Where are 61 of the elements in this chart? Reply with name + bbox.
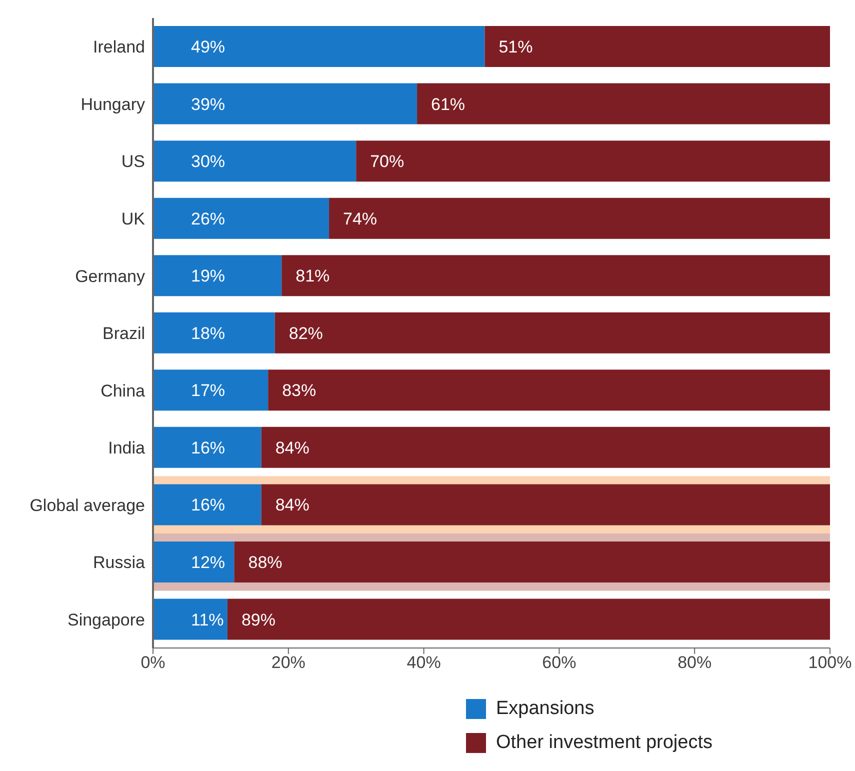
data-label: 18% xyxy=(191,324,226,343)
y-tick-label: Global average xyxy=(30,496,145,515)
data-label: 12% xyxy=(191,553,226,572)
data-label: 89% xyxy=(241,610,276,630)
bar xyxy=(282,255,830,296)
y-tick-label: UK xyxy=(121,209,146,228)
data-label: 74% xyxy=(343,209,378,228)
data-label: 84% xyxy=(275,438,310,458)
data-label: 82% xyxy=(288,324,323,343)
y-tick-label: China xyxy=(100,381,146,400)
bar xyxy=(153,598,228,640)
data-label: 70% xyxy=(370,152,404,172)
data-label: 11% xyxy=(191,610,224,630)
bar xyxy=(153,140,356,182)
y-tick-label: Germany xyxy=(75,266,146,286)
x-tick-label: 20% xyxy=(271,653,306,672)
data-label: 30% xyxy=(191,152,226,172)
data-label: 16% xyxy=(191,496,226,515)
bar xyxy=(153,83,418,124)
x-tick-label: 40% xyxy=(406,653,441,672)
bar xyxy=(153,370,268,411)
data-label: 51% xyxy=(498,38,533,57)
bar xyxy=(356,140,830,182)
data-label: 84% xyxy=(275,496,310,515)
bar xyxy=(153,541,234,582)
y-tick-label: India xyxy=(108,438,146,458)
data-label: 83% xyxy=(282,381,316,400)
y-tick-label: Ireland xyxy=(93,38,145,57)
y-tick-label: US xyxy=(121,152,145,172)
legend-label: Expansions xyxy=(496,698,594,720)
y-tick-label: Russia xyxy=(93,553,146,572)
bar xyxy=(268,370,830,411)
data-label: 61% xyxy=(431,94,466,114)
data-label: 39% xyxy=(191,94,226,114)
bar xyxy=(227,598,830,640)
data-label: 81% xyxy=(296,266,330,286)
bar xyxy=(153,198,330,239)
x-tick-label: 60% xyxy=(542,653,576,672)
legend-label: Other investment projects xyxy=(496,732,712,754)
bar xyxy=(329,198,830,239)
x-tick-label: 0% xyxy=(140,653,166,672)
y-tick-label: Singapore xyxy=(67,610,145,630)
bar xyxy=(484,26,830,68)
bar xyxy=(261,426,830,468)
data-label: 19% xyxy=(191,266,226,286)
data-label: 17% xyxy=(191,381,226,400)
x-tick-label: 80% xyxy=(678,653,712,672)
data-label: 16% xyxy=(191,438,226,458)
x-tick-label: 100% xyxy=(808,653,852,672)
bar xyxy=(153,426,262,468)
y-tick-label: Brazil xyxy=(102,324,145,344)
bar xyxy=(417,83,830,124)
bar xyxy=(153,484,262,526)
bar xyxy=(153,255,282,296)
data-label: 88% xyxy=(248,553,282,572)
bar xyxy=(153,26,485,68)
y-tick-label: Hungary xyxy=(80,94,146,114)
bar xyxy=(153,312,275,354)
data-label: 26% xyxy=(191,209,226,228)
data-label: 49% xyxy=(191,38,226,57)
bar xyxy=(274,312,830,354)
